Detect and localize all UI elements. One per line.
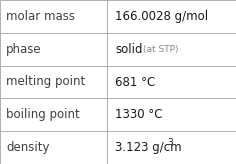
Text: molar mass: molar mass (6, 10, 75, 23)
Text: density: density (6, 141, 50, 154)
Text: 166.0028 g/mol: 166.0028 g/mol (115, 10, 208, 23)
Text: 1330 °C: 1330 °C (115, 108, 163, 121)
Text: 681 °C: 681 °C (115, 75, 156, 89)
Text: 3.123 g/cm: 3.123 g/cm (115, 141, 182, 154)
Text: (at STP): (at STP) (143, 45, 179, 54)
Text: boiling point: boiling point (6, 108, 80, 121)
Text: melting point: melting point (6, 75, 85, 89)
Text: solid: solid (115, 43, 143, 56)
Text: 3: 3 (167, 138, 173, 147)
Text: phase: phase (6, 43, 42, 56)
